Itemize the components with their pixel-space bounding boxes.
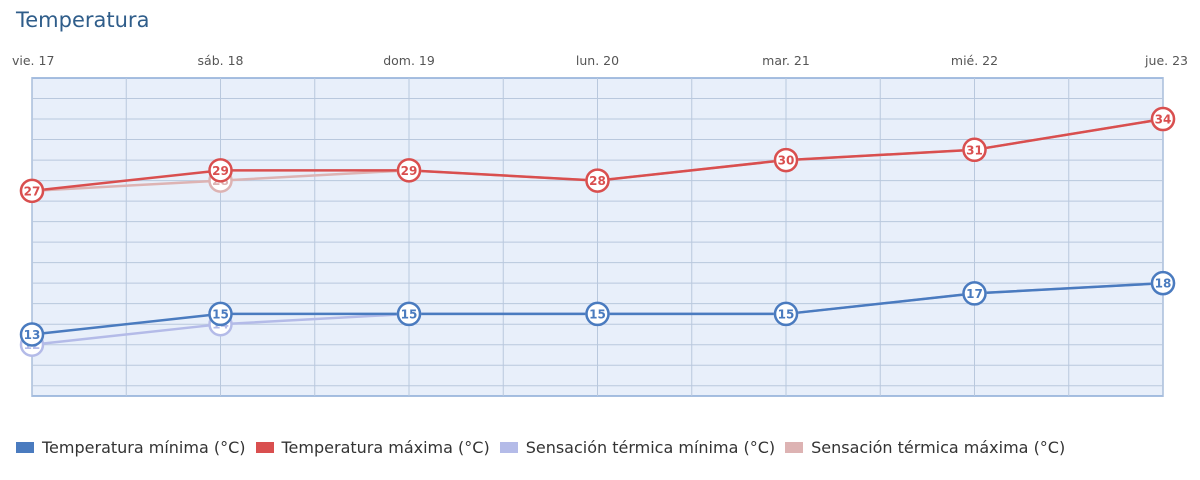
legend-item[interactable]: Temperatura mínima (°C) bbox=[16, 438, 246, 457]
data-label: 31 bbox=[966, 143, 983, 157]
data-label: 15 bbox=[778, 307, 795, 321]
data-point: 17 bbox=[962, 281, 987, 306]
x-tick-label: mar. 21 bbox=[762, 53, 810, 68]
chart-legend: Temperatura mínima (°C) Temperatura máxim… bbox=[16, 438, 1075, 457]
data-point: 27 bbox=[19, 178, 45, 204]
data-label: 15 bbox=[212, 307, 229, 321]
data-label: 27 bbox=[24, 184, 41, 198]
data-point-marker bbox=[773, 301, 799, 327]
data-point: 18 bbox=[1150, 270, 1176, 296]
legend-label: Sensación térmica mínima (°C) bbox=[525, 438, 776, 457]
chart-title: Temperatura bbox=[16, 8, 150, 32]
x-tick-label: jue. 23 bbox=[1144, 53, 1188, 68]
data-point-marker bbox=[1150, 270, 1176, 296]
data-point: 15 bbox=[396, 301, 422, 327]
data-point-marker bbox=[208, 158, 233, 183]
data-point-marker bbox=[396, 301, 422, 327]
data-point-marker bbox=[396, 158, 422, 183]
data-label: 18 bbox=[1155, 277, 1172, 291]
legend-swatch bbox=[16, 442, 34, 453]
legend-swatch bbox=[785, 442, 804, 453]
data-label: 34 bbox=[1155, 113, 1172, 127]
legend-item[interactable]: Temperatura máxima (°C) bbox=[255, 438, 490, 457]
legend-label: Sensación térmica máxima (°C) bbox=[811, 438, 1066, 457]
data-point: 15 bbox=[208, 301, 233, 327]
data-label: 29 bbox=[401, 164, 418, 178]
legend-label: Temperatura máxima (°C) bbox=[281, 438, 490, 457]
data-point: 15 bbox=[585, 301, 610, 327]
data-label: 13 bbox=[24, 328, 41, 342]
data-point: 34 bbox=[1150, 106, 1176, 132]
x-tick-label: mié. 22 bbox=[951, 53, 998, 68]
data-point: 28 bbox=[585, 168, 610, 193]
data-label: 28 bbox=[589, 174, 606, 188]
data-point-marker bbox=[19, 178, 45, 204]
x-tick-label: sáb. 18 bbox=[198, 53, 244, 68]
legend-item[interactable]: Sensación térmica mínima (°C) bbox=[499, 438, 776, 457]
data-point-marker bbox=[962, 281, 987, 306]
x-tick-label: lun. 20 bbox=[576, 53, 619, 68]
data-point-marker bbox=[1150, 106, 1176, 132]
temperature-chart: vie. 17 sáb. 18 dom. 19 lun. 20 mar. 21 mié. … bbox=[12, 53, 1188, 397]
data-label: 15 bbox=[401, 307, 418, 321]
data-label: 29 bbox=[212, 164, 229, 178]
legend-label: Temperatura mínima (°C) bbox=[42, 438, 246, 457]
data-point: 29 bbox=[396, 158, 422, 183]
data-point-marker bbox=[585, 301, 610, 327]
data-point-marker bbox=[208, 301, 233, 327]
data-point: 13 bbox=[19, 322, 45, 347]
data-point-marker bbox=[585, 168, 610, 193]
x-tick-label: dom. 19 bbox=[383, 53, 435, 68]
data-label: 15 bbox=[589, 307, 606, 321]
legend-swatch bbox=[499, 442, 518, 453]
legend-swatch bbox=[255, 442, 274, 453]
data-point-marker bbox=[962, 137, 987, 163]
data-point-marker bbox=[773, 147, 799, 173]
data-label: 17 bbox=[966, 287, 983, 301]
data-label: 30 bbox=[778, 154, 795, 168]
data-point: 29 bbox=[208, 158, 233, 183]
legend-item[interactable]: Sensación térmica máxima (°C) bbox=[785, 438, 1065, 457]
data-point: 30 bbox=[773, 147, 799, 173]
data-point: 15 bbox=[773, 301, 799, 327]
x-tick-label: vie. 17 bbox=[12, 53, 54, 68]
data-point: 31 bbox=[962, 137, 987, 163]
data-point-marker bbox=[19, 322, 45, 347]
